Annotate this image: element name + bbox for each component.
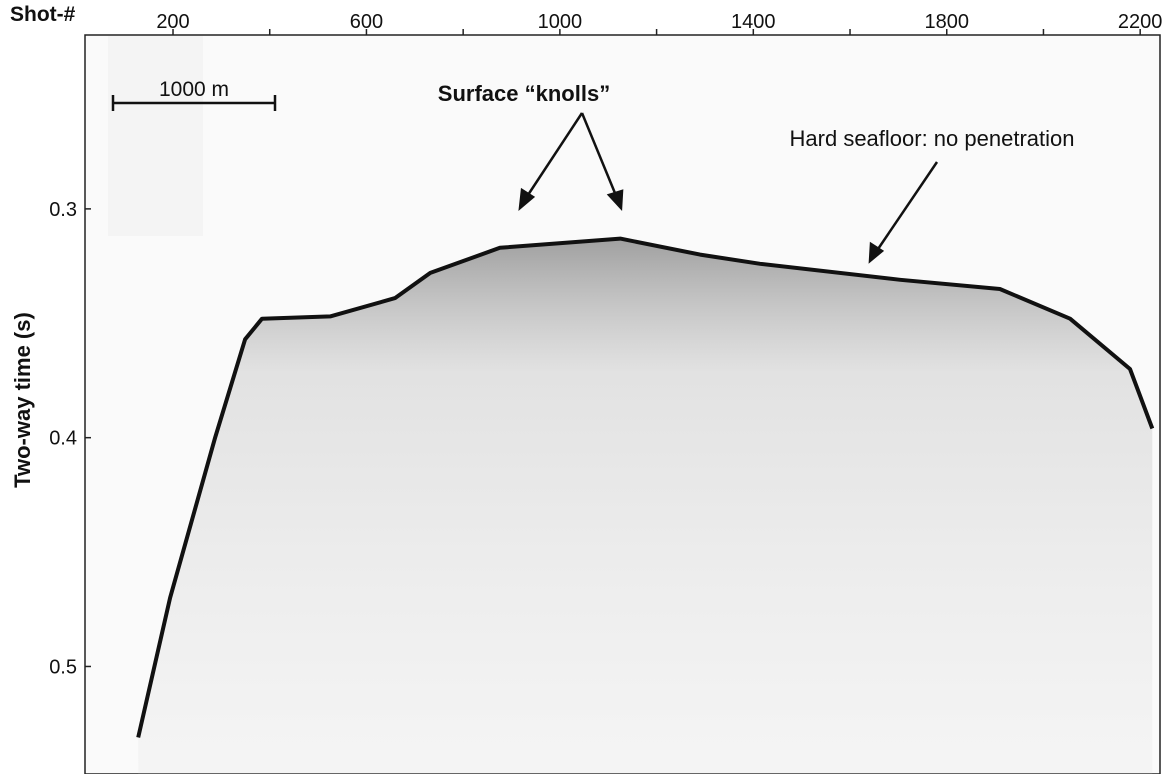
x-tick-label: 1000: [538, 11, 583, 33]
y-tick-label: 0.5: [49, 656, 77, 678]
x-tick-label: 1400: [731, 11, 776, 33]
annotation: Hard seafloor: no penetration: [790, 126, 1075, 151]
x-tick-label: 200: [156, 11, 189, 33]
arrowhead: [606, 189, 624, 212]
x-tick-label: 600: [350, 11, 383, 33]
subbottom-fill: [138, 238, 1153, 774]
arrows: [518, 112, 939, 264]
arrowhead: [868, 241, 885, 264]
arrow: [524, 112, 584, 199]
y-tick-label: 0.3: [49, 199, 77, 221]
arrow: [874, 161, 939, 253]
y-tick-label: 0.4: [49, 428, 77, 450]
x-axis-label: Shot-#: [10, 3, 76, 26]
y-axis-label: Two-way time (s): [10, 312, 35, 488]
x-tick-label: 1800: [924, 11, 969, 33]
noise-band: [108, 36, 203, 236]
x-tick-label: 2200: [1118, 11, 1163, 33]
scale-bar-label: 1000 m: [159, 78, 229, 101]
arrow: [580, 112, 619, 199]
annotation: Surface “knolls”: [438, 81, 610, 106]
seafloor-reflection: [136, 236, 1155, 738]
arrowhead: [518, 187, 536, 211]
